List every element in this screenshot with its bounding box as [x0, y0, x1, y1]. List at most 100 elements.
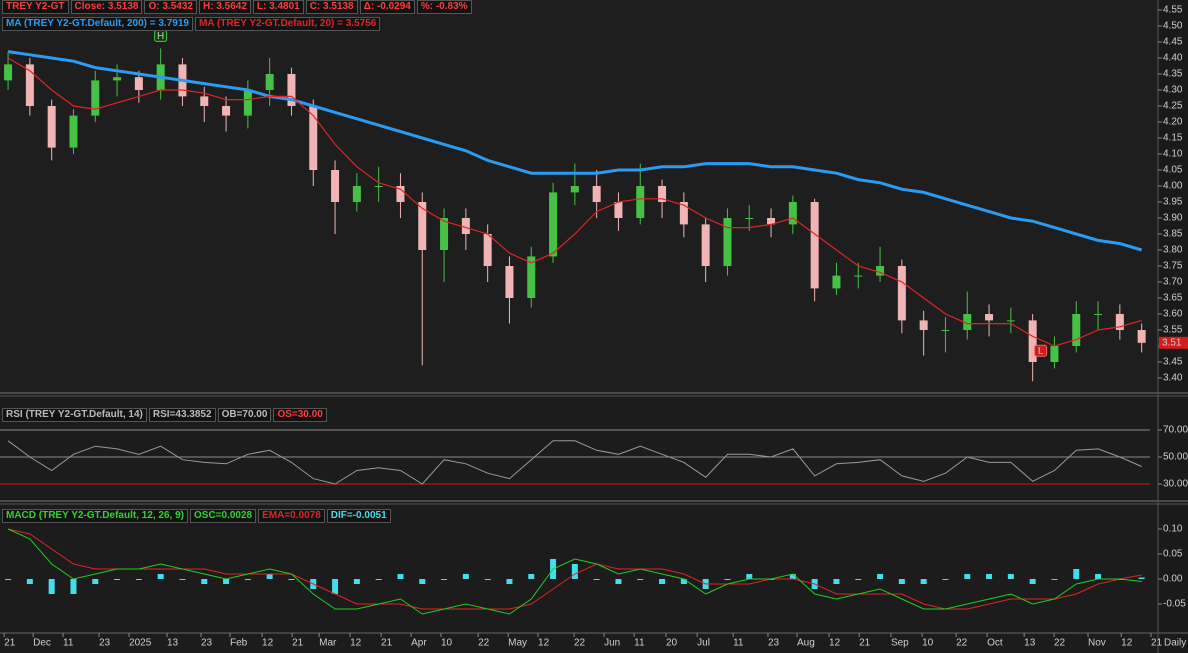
candle-body	[1094, 314, 1103, 315]
legend-item: OSC=0.0028	[190, 509, 257, 523]
candle-body	[4, 64, 13, 81]
candle-body	[527, 256, 536, 298]
y-tick-label: 4.55	[1163, 5, 1183, 16]
osc-bar	[986, 574, 993, 579]
macd-line	[7, 528, 1142, 615]
legend-item: O: 3.5432	[144, 0, 197, 14]
candle-body	[309, 106, 318, 170]
x-axis-note: Daily	[1164, 638, 1186, 649]
price-scale	[1158, 0, 1188, 653]
candle-body	[832, 275, 841, 289]
y-tick-label: 4.25	[1163, 101, 1183, 112]
legend-item: RSI (TREY Y2-GT.Default, 14)	[2, 408, 147, 422]
osc-bar	[964, 574, 971, 579]
x-tick-label: 12	[262, 638, 274, 649]
x-tick-label: 12	[350, 638, 362, 649]
price-tag-label: 3.51	[1162, 337, 1182, 348]
candle-body	[374, 186, 383, 187]
x-tick-label: 10	[441, 638, 453, 649]
candle-body	[265, 74, 274, 90]
candle-body	[222, 106, 231, 116]
low-marker-label: L	[1038, 346, 1044, 357]
osc-bar	[266, 574, 273, 579]
legend-item: %: -0.83%	[416, 0, 472, 14]
osc-bar	[680, 579, 687, 584]
y-tick-label: 4.45	[1163, 37, 1183, 48]
y-tick-label: 0.00	[1163, 574, 1183, 585]
x-tick-label: Mar	[319, 638, 337, 649]
osc-bar	[659, 579, 666, 584]
legend-item: MACD (TREY Y2-GT.Default, 12, 26, 9)	[2, 509, 189, 523]
osc-bar	[528, 574, 535, 579]
x-tick-label: 21	[292, 638, 304, 649]
y-tick-label: 3.65	[1163, 293, 1183, 304]
osc-bar	[1051, 579, 1058, 580]
osc-bar	[462, 574, 469, 579]
osc-bar	[332, 579, 339, 594]
osc-bar	[223, 579, 230, 584]
x-tick-label: 11	[733, 638, 744, 649]
y-tick-label: 4.10	[1163, 149, 1183, 160]
candle-body	[941, 330, 950, 331]
osc-bar	[157, 574, 164, 579]
price-panel	[0, 0, 1158, 392]
candle-body	[69, 115, 78, 148]
candle-body	[897, 266, 906, 321]
candle-body	[396, 186, 405, 202]
candle-body	[985, 314, 994, 321]
legend-item: L: 3.4801	[252, 0, 304, 14]
y-tick-label: 4.50	[1163, 21, 1183, 32]
y-tick-label: 4.30	[1163, 85, 1183, 96]
x-tick-label: 13	[1024, 638, 1036, 649]
osc-bar	[724, 579, 731, 580]
x-tick-label: May	[508, 638, 527, 649]
x-tick-label: 21	[859, 638, 871, 649]
y-tick-label: 4.15	[1163, 133, 1183, 144]
y-tick-label: 3.45	[1163, 357, 1183, 368]
osc-bar	[615, 579, 622, 584]
legend-item: Δ: -0.0294	[359, 0, 415, 14]
y-tick-label: 3.70	[1163, 277, 1183, 288]
x-tick-label: 22	[956, 638, 968, 649]
candle-body	[483, 234, 492, 266]
candle-body	[723, 218, 732, 266]
x-tick-label: Jul	[697, 638, 710, 649]
x-tick-label: 13	[167, 638, 179, 649]
legend-row: RSI (TREY Y2-GT.Default, 14) RSI=43.3852 O…	[2, 408, 327, 422]
x-tick-label: 23	[99, 638, 111, 649]
osc-bar	[48, 579, 55, 594]
osc-bar	[833, 579, 840, 584]
candle-body	[919, 320, 928, 330]
candle-body	[331, 170, 340, 202]
candle-body	[287, 74, 296, 106]
osc-bar	[353, 579, 360, 584]
legend-item: DIF=-0.0051	[326, 509, 391, 523]
y-tick-label: 3.75	[1163, 261, 1183, 272]
x-tick-label: 21	[381, 638, 393, 649]
osc-bar	[5, 579, 12, 580]
rsi-line	[7, 440, 1142, 485]
candle-body	[47, 106, 56, 148]
candle-body	[788, 202, 797, 225]
osc-bar	[114, 579, 121, 580]
osc-bar	[484, 579, 491, 580]
low-marker	[1034, 344, 1048, 357]
y-tick-label: 3.60	[1163, 309, 1183, 320]
candle-body	[1115, 314, 1124, 330]
x-tick-label: 10	[922, 638, 934, 649]
candle-body	[810, 202, 819, 289]
candle-body	[745, 218, 754, 219]
osc-bar	[1073, 569, 1080, 579]
osc-bar	[397, 574, 404, 579]
x-tick-label: 23	[201, 638, 213, 649]
osc-bar	[920, 579, 927, 584]
candle-body	[570, 186, 579, 193]
y-tick-label: 3.85	[1163, 229, 1183, 240]
y-tick-label: 30.00	[1163, 479, 1188, 490]
candle-body	[505, 266, 514, 298]
osc-bar	[135, 579, 142, 580]
osc-bar	[288, 579, 295, 580]
y-tick-label: 50.00	[1163, 452, 1188, 463]
x-tick-label: Dec	[33, 638, 51, 649]
